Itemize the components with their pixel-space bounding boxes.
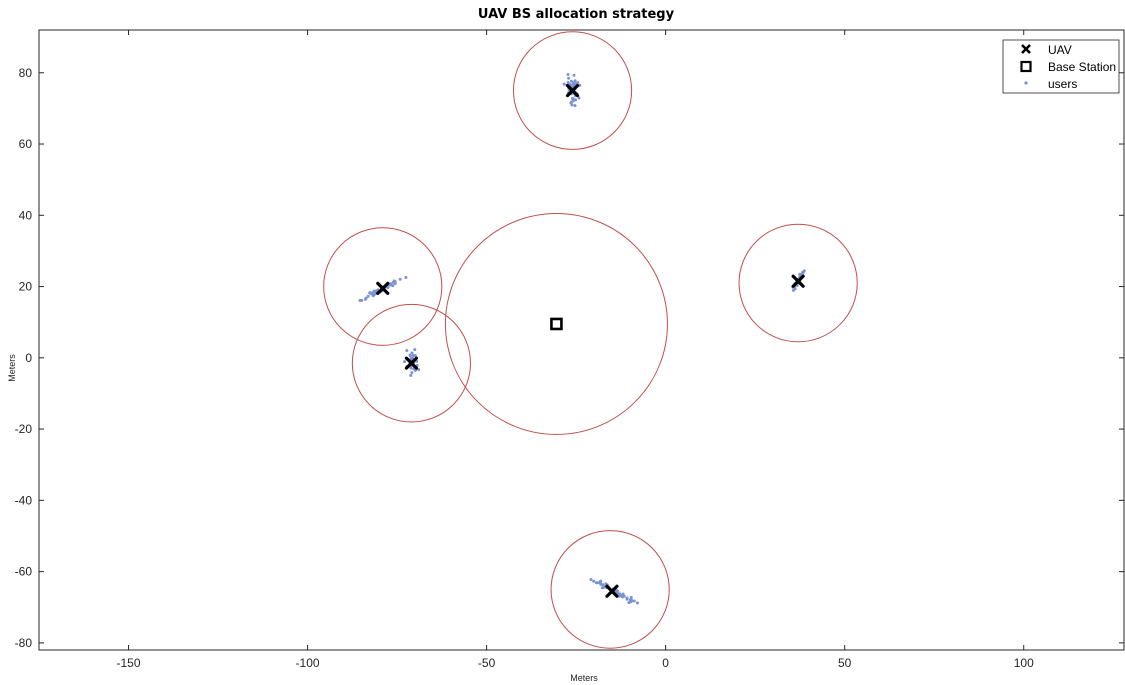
- user-point: [621, 592, 625, 596]
- legend-uav-label: UAV: [1048, 43, 1072, 57]
- user-point: [562, 82, 566, 86]
- user-point: [410, 351, 414, 355]
- axis-ticks: -150 -100 -50 0 50 100 -80 -60 -40 -20 0 20 40 60 80: [15, 30, 1124, 670]
- user-point: [398, 277, 402, 281]
- y-tick-label: -80: [15, 636, 33, 650]
- user-point: [599, 579, 603, 583]
- user-point: [388, 282, 392, 286]
- users-points: [358, 73, 806, 605]
- user-point: [592, 579, 596, 583]
- user-point: [410, 371, 414, 375]
- x-tick-label: 100: [1014, 656, 1034, 670]
- user-point: [566, 73, 570, 77]
- user-point: [635, 601, 639, 605]
- uav-marker-2: [404, 356, 419, 370]
- user-point: [360, 298, 364, 302]
- uav-marker-4: [605, 584, 619, 598]
- user-point: [391, 284, 395, 288]
- user-point: [364, 296, 368, 300]
- legend-uav-icon: [1021, 44, 1031, 54]
- user-point: [411, 354, 415, 358]
- user-point: [372, 289, 376, 293]
- legend-base-station-label: Base Station: [1048, 60, 1116, 74]
- user-point: [409, 356, 413, 360]
- chart-title: UAV BS allocation strategy: [478, 7, 675, 22]
- user-point: [596, 581, 600, 585]
- user-point: [393, 280, 397, 284]
- uav-marker-3: [791, 274, 805, 288]
- x-tick-label: 0: [662, 656, 669, 670]
- x-axis-label: Meters: [570, 673, 598, 683]
- coverage-circle-5: [444, 213, 668, 435]
- user-point: [570, 96, 574, 100]
- user-point: [571, 83, 575, 87]
- y-tick-label: -60: [15, 565, 33, 579]
- user-point: [577, 96, 581, 100]
- user-point: [405, 348, 409, 352]
- user-point: [572, 73, 576, 77]
- user-point: [386, 286, 390, 290]
- y-tick-label: 60: [19, 137, 33, 151]
- x-tick-label: -100: [296, 656, 320, 670]
- user-point: [417, 368, 421, 372]
- y-tick-label: -40: [15, 493, 33, 507]
- user-point: [409, 373, 413, 377]
- user-point: [571, 99, 575, 103]
- user-point: [573, 104, 577, 108]
- user-point: [409, 366, 413, 370]
- user-point: [368, 291, 372, 295]
- user-point: [602, 585, 606, 589]
- coverage-circle-2: [351, 303, 471, 423]
- y-tick-label: 20: [19, 280, 33, 294]
- user-point: [404, 276, 408, 280]
- legend-users-icon: [1024, 81, 1028, 85]
- user-point: [366, 294, 370, 298]
- user-point: [408, 354, 412, 358]
- axes-box: [38, 29, 1125, 651]
- x-tick-label: -50: [478, 656, 496, 670]
- user-point: [567, 76, 571, 80]
- user-point: [576, 81, 580, 85]
- x-tick-label: 50: [838, 656, 852, 670]
- coverage-circle-3: [738, 223, 858, 343]
- user-point: [371, 294, 375, 298]
- user-point: [629, 595, 633, 599]
- markers: [376, 83, 805, 598]
- user-point: [589, 578, 593, 582]
- user-point: [599, 582, 603, 586]
- user-point: [573, 79, 577, 83]
- coverage-circle-0: [512, 31, 633, 150]
- y-axis-label: Meters: [7, 354, 17, 382]
- x-tick-label: -150: [117, 656, 141, 670]
- user-point: [413, 348, 417, 352]
- y-tick-label: -20: [15, 422, 33, 436]
- user-point: [800, 272, 804, 276]
- uav-marker-0: [565, 83, 580, 98]
- y-tick-label: 0: [25, 351, 32, 365]
- user-point: [625, 597, 629, 601]
- uav-marker-1: [376, 281, 390, 295]
- user-point: [569, 101, 573, 105]
- legend-base-station-icon: [1020, 60, 1032, 73]
- coverage-circle-4: [550, 530, 670, 649]
- coverage-circles: [323, 31, 858, 649]
- y-tick-label: 40: [19, 208, 33, 222]
- user-point: [627, 601, 631, 605]
- user-point: [569, 79, 573, 83]
- legend-users-label: users: [1048, 77, 1077, 91]
- legend: UAV Base Station users: [1002, 39, 1120, 94]
- user-point: [632, 599, 636, 603]
- coverage-circle-1: [323, 227, 443, 346]
- y-tick-label: 80: [19, 66, 33, 80]
- user-point: [574, 98, 578, 102]
- base-station-marker-0: [550, 317, 563, 331]
- user-point: [403, 360, 407, 364]
